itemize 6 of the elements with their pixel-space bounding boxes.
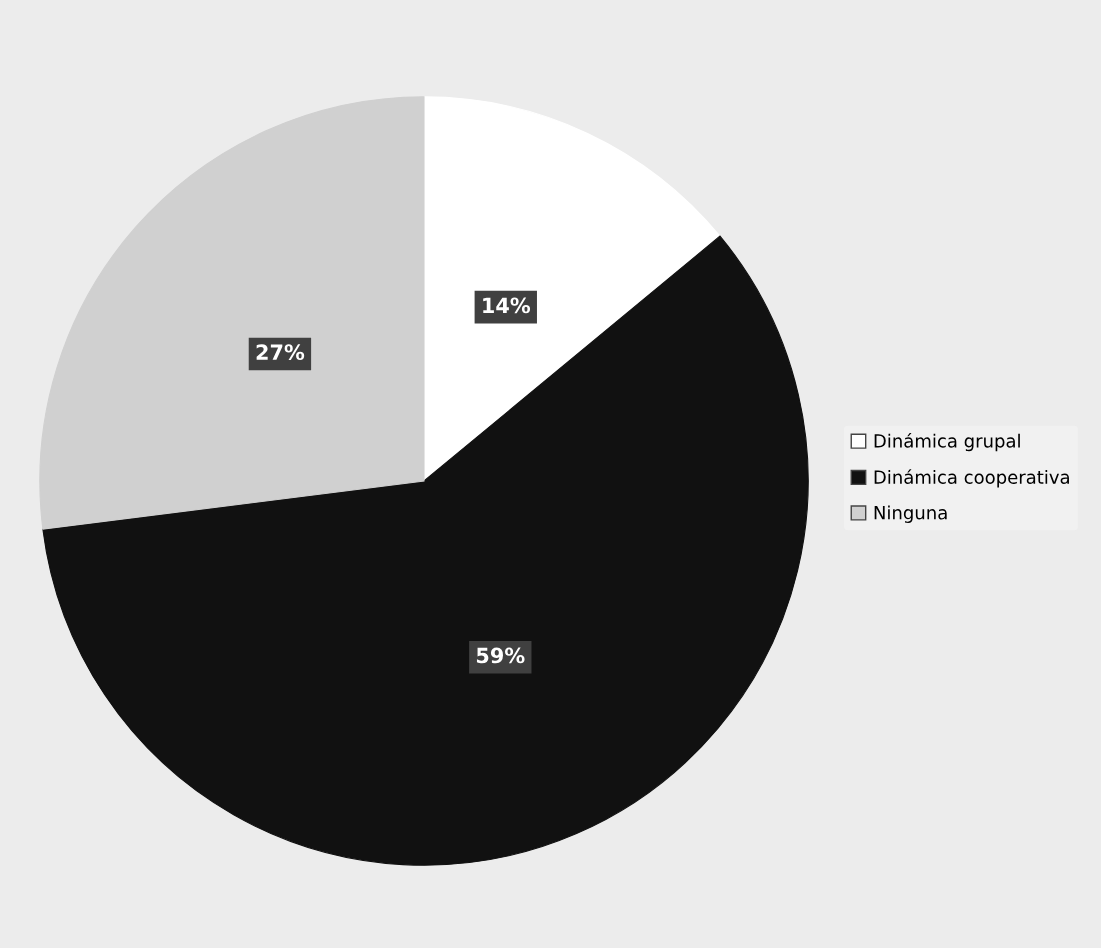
legend-label: Dinámica cooperativa [874, 469, 1069, 488]
data-label: 27% [256, 344, 305, 361]
data-label: 14% [483, 297, 531, 314]
legend-label: Ninguna [874, 505, 947, 523]
data-label: 59% [476, 647, 525, 664]
legend-label: Dinámica grupal [874, 433, 1020, 452]
